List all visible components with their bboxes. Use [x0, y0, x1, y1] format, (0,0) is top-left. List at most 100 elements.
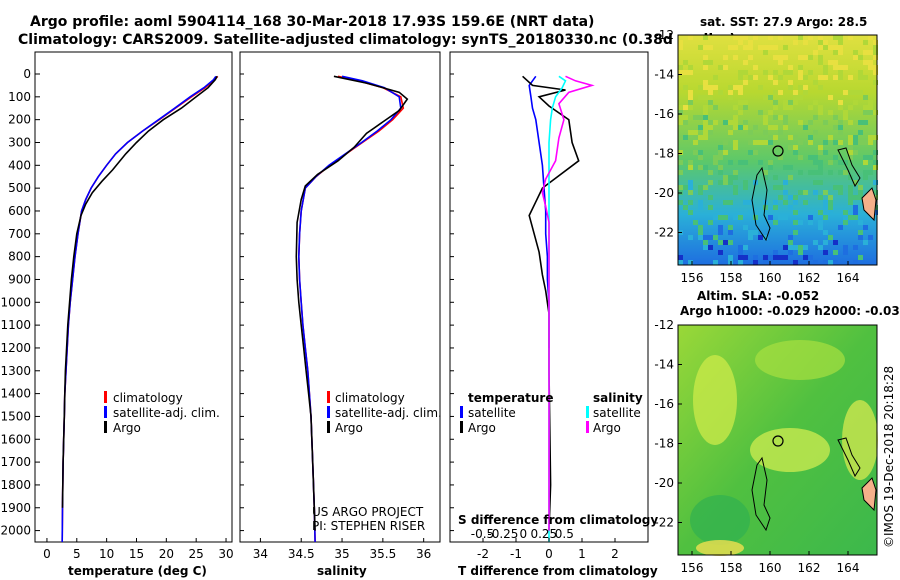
- sst-pixel: [803, 90, 808, 95]
- sst-pixel: [818, 170, 823, 175]
- sst-pixel: [688, 95, 693, 100]
- sst-pixel: [818, 225, 823, 230]
- sst-map-frame: [677, 34, 878, 266]
- sst-pixel: [773, 80, 778, 85]
- sst-pixel: [733, 85, 738, 90]
- sst-pixel: [828, 235, 833, 240]
- sst-pixel: [738, 85, 743, 90]
- sst-pixel: [853, 260, 858, 265]
- sst-pixel: [863, 225, 868, 230]
- sst-pixel: [788, 240, 793, 245]
- sst-pixel: [698, 185, 703, 190]
- sst-pixel: [753, 230, 758, 235]
- sst-pixel: [843, 250, 848, 255]
- sst-pixel: [778, 130, 783, 135]
- depth-tick-label: 900: [8, 272, 31, 286]
- sst-pixel: [778, 75, 783, 80]
- coastline-shape: [751, 456, 771, 532]
- depth-tick-label: 1600: [0, 432, 31, 446]
- sst-pixel: [788, 195, 793, 200]
- sst-pixel: [703, 45, 708, 50]
- sst-pixel: [773, 200, 778, 205]
- sst-pixel: [748, 45, 753, 50]
- sst-pixel: [763, 115, 768, 120]
- sst-pixel: [828, 160, 833, 165]
- sst-pixel: [798, 155, 803, 160]
- sst-pixel: [838, 40, 843, 45]
- sst-pixel: [808, 155, 813, 160]
- sst-pixel: [723, 240, 728, 245]
- sst-pixel: [813, 260, 818, 265]
- sst-pixel: [843, 115, 848, 120]
- sst-pixel: [818, 145, 823, 150]
- sla-anomaly-patch: [755, 340, 845, 380]
- sst-pixel: [818, 110, 823, 115]
- sst-pixel: [873, 50, 878, 55]
- sst-pixel: [708, 130, 713, 135]
- x-tick-label: 5: [73, 547, 81, 561]
- sst-pixel: [733, 175, 738, 180]
- sst-pixel: [778, 60, 783, 65]
- sst-pixel: [693, 130, 698, 135]
- lat-tick-label: -22: [654, 516, 674, 530]
- sst-pixel: [688, 130, 693, 135]
- sst-pixel: [738, 35, 743, 40]
- sst-pixel: [813, 155, 818, 160]
- sst-pixel: [798, 170, 803, 175]
- sst-pixel: [848, 90, 853, 95]
- sst-pixel: [828, 110, 833, 115]
- sst-pixel: [823, 190, 828, 195]
- sst-pixel: [788, 145, 793, 150]
- sst-pixel: [783, 190, 788, 195]
- series-line-s-argo: [541, 75, 595, 531]
- land-shape: [861, 187, 877, 222]
- sst-pixel: [708, 100, 713, 105]
- sst-pixel: [773, 55, 778, 60]
- sst-pixel: [818, 60, 823, 65]
- sst-pixel: [818, 150, 823, 155]
- coastline-shape: [837, 437, 861, 478]
- sst-pixel: [863, 105, 868, 110]
- sst-pixel: [698, 165, 703, 170]
- sst-pixel: [708, 245, 713, 250]
- sst-pixel: [838, 75, 843, 80]
- sst-pixel: [873, 135, 878, 140]
- sst-pixel: [743, 100, 748, 105]
- sst-pixel: [838, 45, 843, 50]
- sst-pixel: [678, 120, 683, 125]
- legend-swatch-s-satellite: [586, 406, 589, 418]
- sst-pixel: [768, 35, 773, 40]
- sst-pixel: [688, 185, 693, 190]
- sst-pixel: [808, 140, 813, 145]
- sst-pixel: [838, 170, 843, 175]
- depth-tick-label: 200: [8, 113, 31, 127]
- sst-pixel: [683, 60, 688, 65]
- sst-pixel: [698, 95, 703, 100]
- sst-pixel: [858, 255, 863, 260]
- sst-pixel: [828, 195, 833, 200]
- sst-pixel: [788, 245, 793, 250]
- x-tick-label: 35: [334, 547, 349, 561]
- sst-pixel: [863, 120, 868, 125]
- sst-pixel: [868, 100, 873, 105]
- sst-pixel: [823, 250, 828, 255]
- sst-pixel: [733, 145, 738, 150]
- lat-tick-label: -20: [654, 476, 674, 490]
- sst-pixel: [713, 75, 718, 80]
- sst-pixel: [718, 150, 723, 155]
- sst-pixel: [708, 45, 713, 50]
- sst-pixel: [833, 60, 838, 65]
- sst-pixel: [798, 245, 803, 250]
- depth-tick-label: 1200: [0, 341, 31, 355]
- sst-pixel: [678, 135, 683, 140]
- sst-pixel: [858, 235, 863, 240]
- lon-tick-label: 164: [837, 561, 860, 575]
- sst-pixel: [828, 60, 833, 65]
- lon-tick-label: 162: [798, 271, 821, 285]
- sst-pixel: [858, 55, 863, 60]
- sst-pixel: [798, 70, 803, 75]
- sst-pixel: [678, 110, 683, 115]
- sst-pixel: [793, 95, 798, 100]
- sst-pixel: [728, 45, 733, 50]
- sst-pixel: [688, 70, 693, 75]
